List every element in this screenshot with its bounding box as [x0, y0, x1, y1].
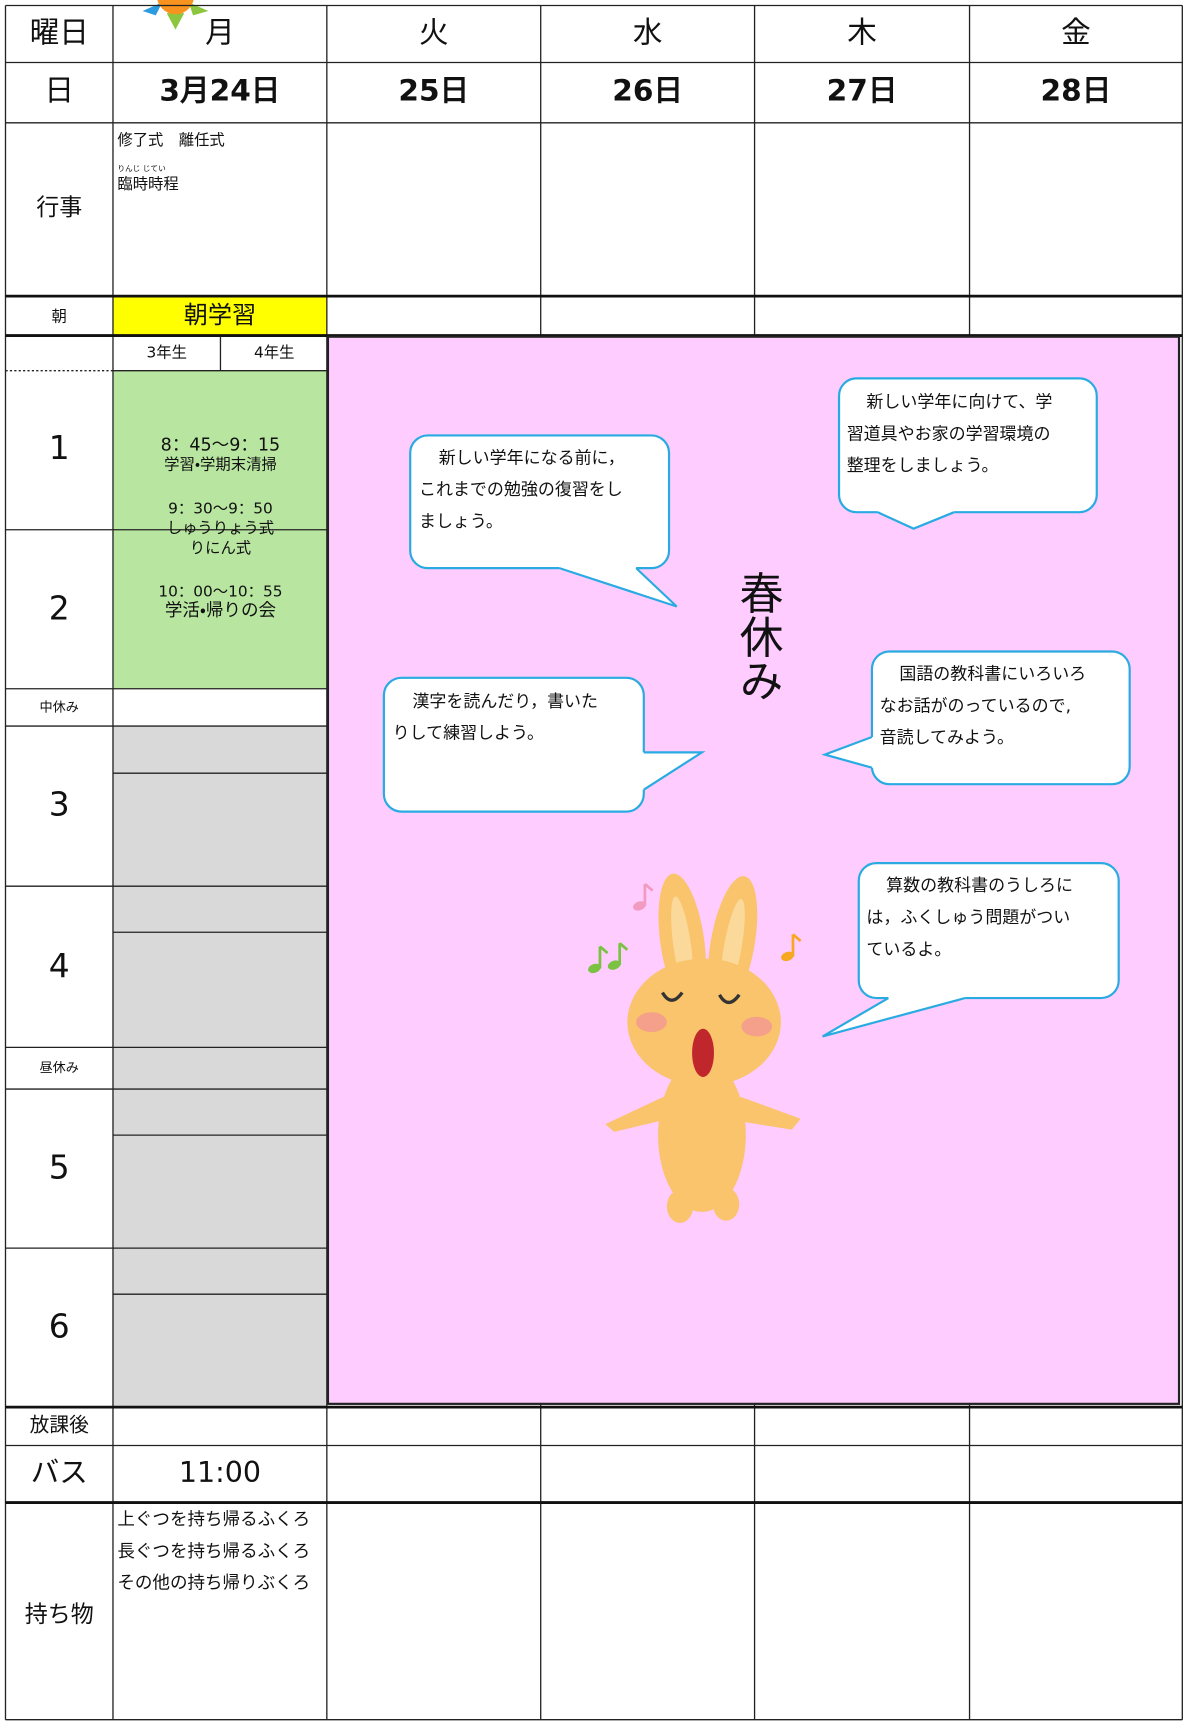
row-label: バス: [31, 1456, 88, 1489]
shape: [666, 1189, 694, 1223]
shape: [737, 1096, 801, 1130]
day-header: 火: [419, 15, 449, 49]
bubble-tail-outline: [821, 735, 873, 769]
bubble-tail: [824, 737, 872, 768]
shape: [627, 958, 781, 1086]
shape: [781, 951, 794, 962]
bubble-text: 新しい学年に向けて、学: [866, 393, 1052, 413]
shape: [618, 942, 629, 951]
event-text: 修了式 離任式: [117, 131, 224, 149]
day-header: 木: [847, 15, 877, 49]
belonging-text: その他の持ち帰りぶくろ: [117, 1574, 310, 1594]
rabbit-illustration: [588, 873, 802, 1223]
period-label: 3: [49, 785, 70, 824]
schedule-text: 10：00～10：55: [158, 583, 282, 601]
row-label: 朝: [52, 307, 67, 325]
ruby-text: りんじ じてい: [117, 164, 166, 173]
date-header: 25日: [398, 74, 469, 108]
bubble-text: ているよ。: [866, 940, 951, 960]
shape: [741, 1016, 773, 1037]
date-header: 日: [44, 74, 74, 108]
schedule-text: しゅうりょう式: [167, 519, 274, 537]
bubble-tail-outline: [822, 996, 966, 1038]
grade-label: 4年生: [254, 344, 294, 362]
bubble-text: ましょう。: [419, 512, 503, 532]
schedule-text: 学習・学期末清掃: [164, 456, 277, 474]
speech-bubble: [857, 862, 1120, 1000]
bubble-text: 漢字を読んだり，書いた: [412, 692, 598, 712]
period-label: 1: [49, 428, 70, 467]
shape: [607, 960, 621, 970]
belonging-text: 長ぐつを持ち帰るふくろ: [117, 1542, 310, 1562]
speech-bubble: [837, 377, 1098, 514]
bubble-text: なお話がのっているので,: [880, 696, 1071, 716]
bubble-tail-outline: [559, 567, 678, 608]
schedule-text: 9：30～9：50: [168, 499, 273, 517]
period-label: 4: [49, 946, 70, 985]
speech-bubble: [409, 434, 671, 570]
break-label: 中休み: [40, 699, 79, 715]
bus-time: 11:00: [179, 1456, 261, 1489]
day-header: 水: [633, 15, 663, 49]
schedule-text: 学活・帰りの会: [165, 601, 276, 621]
schedule-text: りにん式: [190, 539, 251, 557]
date-header: 28日: [1041, 74, 1112, 108]
spring-break-title: 春休み: [732, 570, 784, 702]
schedule-text: 8：45～9：15: [161, 435, 281, 455]
bubble-text: 整理をしましょう。: [847, 456, 999, 476]
bubble-text: 新しい学年になる前に，: [439, 448, 625, 468]
period-label: 5: [49, 1148, 70, 1187]
morning-highlight: [112, 296, 327, 336]
grade-label: 3年生: [146, 344, 186, 362]
bubble-tail: [877, 512, 955, 529]
event-text: 臨時時程: [117, 175, 178, 193]
bubble-text: 国語の教科書にいろいろ: [899, 665, 1086, 685]
morning-text: 朝学習: [184, 301, 256, 329]
date-header: 26日: [612, 74, 683, 108]
gray-cell: [112, 1047, 327, 1090]
row-label: 行事: [36, 195, 82, 221]
day-header: 金: [1061, 15, 1091, 49]
bubble-text: これまでの勉強の復習をし: [419, 480, 623, 500]
row-label: 持ち物: [25, 1602, 94, 1628]
bubble-text: 算数の教科書のうしろに: [886, 876, 1073, 896]
shape: [661, 991, 741, 1005]
period-label: 2: [49, 588, 70, 627]
shape: [712, 1187, 740, 1221]
shape: [599, 945, 609, 955]
speech-bubble: [382, 676, 645, 813]
shape: [636, 1012, 667, 1033]
bubble-tail-outline: [643, 751, 706, 791]
sun-icon: [142, 0, 209, 30]
shape: [792, 933, 802, 943]
belonging-text: 上ぐつを持ち帰るふくろ: [117, 1510, 310, 1530]
bubble-text: 音読してみよう。: [880, 728, 1014, 748]
break-label: 昼休み: [40, 1060, 79, 1076]
period-label: 6: [49, 1307, 70, 1346]
shape: [588, 963, 601, 974]
shape: [692, 1028, 714, 1078]
shape: [658, 1058, 746, 1212]
date-header: 3月24日: [159, 74, 280, 108]
bubble-text: りして練習しよう。: [393, 724, 544, 744]
bubble-text: は，ふくしゅう問題がつい: [866, 908, 1070, 928]
bubble-text: 習道具やお家の学習環境の: [847, 424, 1051, 444]
shape: [644, 882, 654, 892]
bubble-tail-outline: [876, 511, 955, 530]
day-header: 月: [205, 15, 235, 49]
day-header: 曜日: [30, 15, 89, 49]
date-header: 27日: [827, 74, 898, 108]
shape: [633, 901, 646, 911]
shape: [605, 1096, 670, 1132]
row-label: 放課後: [30, 1413, 89, 1436]
speech-bubble: [870, 650, 1131, 786]
